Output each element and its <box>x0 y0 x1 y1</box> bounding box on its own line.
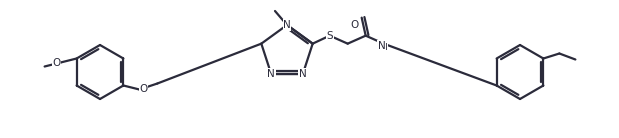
Text: N: N <box>299 69 307 79</box>
Text: H: H <box>380 43 387 52</box>
Text: N: N <box>283 20 291 30</box>
Text: N: N <box>378 41 386 51</box>
Text: N: N <box>267 69 275 79</box>
Text: S: S <box>326 31 333 41</box>
Text: O: O <box>53 58 61 67</box>
Text: O: O <box>350 20 358 30</box>
Text: O: O <box>139 84 148 95</box>
